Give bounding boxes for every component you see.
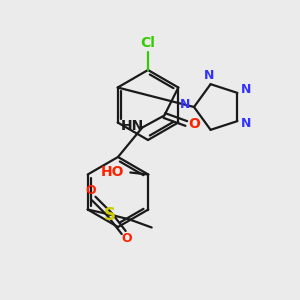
Text: N: N	[203, 69, 214, 82]
Text: Cl: Cl	[141, 36, 155, 50]
Text: N: N	[241, 117, 252, 130]
Text: O: O	[122, 232, 132, 245]
Text: O: O	[188, 116, 200, 130]
Text: N: N	[180, 98, 190, 112]
Text: HN: HN	[121, 118, 144, 133]
Text: HO: HO	[101, 166, 124, 179]
Text: O: O	[85, 184, 96, 197]
Text: N: N	[241, 83, 252, 96]
Text: S: S	[104, 206, 116, 224]
